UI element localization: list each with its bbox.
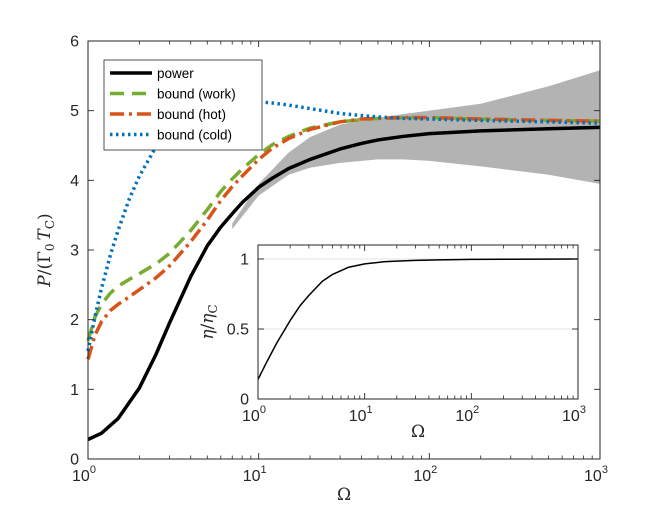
- main-x-tick-exp: 0: [90, 464, 96, 476]
- main-x-tick-label: 102: [413, 464, 437, 485]
- main-y-tick-label: 2: [70, 312, 79, 329]
- main-band-layer: [232, 70, 601, 230]
- inset-x-tick-base: 10: [562, 408, 580, 425]
- inset-axes-box: [257, 244, 579, 400]
- main-x-tick-exp: 2: [431, 464, 437, 476]
- inset-y-tick-label: 0.5: [227, 322, 249, 339]
- main-x-tick-exp: 1: [261, 464, 267, 476]
- main-y-label-close: ): [35, 213, 55, 220]
- series-power: [87, 125, 601, 442]
- inset-x-tick-base: 10: [349, 408, 367, 425]
- main-y-tick-label: 6: [70, 34, 79, 51]
- main-x-tick-base: 10: [243, 468, 261, 485]
- inset-x-tick-label: 101: [349, 404, 373, 425]
- legend-label-power: power: [157, 66, 194, 81]
- main-y-tick-label: 4: [70, 173, 79, 190]
- uncertainty-band: [232, 70, 601, 230]
- legend-items: power bound (work) bound (hot) bound (cold): [110, 66, 236, 143]
- main-y-label-open: /(Γ: [35, 251, 55, 275]
- main-x-tick-base: 10: [72, 468, 90, 485]
- legend-label-bound-hot: bound (hot): [157, 107, 226, 122]
- inset-y-axis-label: η/ηC: [198, 304, 220, 339]
- main-y-axis-label: P/(Γ0 TC): [35, 213, 57, 287]
- main-y-tick-label: 1: [70, 382, 79, 399]
- main-x-tick-label: 101: [243, 464, 267, 485]
- inset-y-label-subC: C: [206, 304, 220, 313]
- main-y-tick-label: 5: [70, 103, 79, 120]
- main-y-tick-label: 3: [70, 243, 79, 260]
- main-y-label-P: P: [35, 275, 55, 288]
- legend: power bound (work) bound (hot) bound (cold): [103, 59, 263, 151]
- main-x-axis-label: Ω: [337, 485, 351, 505]
- inset-x-axis-label: Ω: [411, 422, 425, 442]
- inset-y-label-slash: /: [198, 323, 218, 329]
- series-efficiency: [257, 258, 579, 380]
- main-x-tick-label: 100: [72, 464, 96, 485]
- inset-x-tick-label: 100: [242, 404, 266, 425]
- main-x-tick-base: 10: [413, 468, 431, 485]
- inset-y-tick-label: 0: [240, 392, 249, 409]
- inset-plot-area: [258, 245, 578, 399]
- main-y-label-T: T: [35, 227, 55, 240]
- inset-series-layer: [257, 258, 579, 380]
- main-y-tick-label: 0: [70, 452, 79, 469]
- main-x-tick-base: 10: [584, 468, 602, 485]
- legend-label-bound-cold: bound (cold): [157, 128, 232, 143]
- inset-x-tick-exp: 2: [473, 404, 479, 416]
- main-x-tick-exp: 3: [602, 464, 608, 476]
- inset-x-tick-base: 10: [455, 408, 473, 425]
- main-y-label-sub0: 0: [43, 243, 57, 251]
- inset-x-tick-base: 10: [242, 408, 260, 425]
- legend-label-bound-work: bound (work): [157, 87, 236, 102]
- inset-y-tick-label: 1: [240, 252, 249, 269]
- inset-x-tick-exp: 0: [260, 404, 266, 416]
- inset-x-tick-label: 102: [455, 404, 479, 425]
- inset-x-tick-exp: 1: [367, 404, 373, 416]
- inset-x-tick-label: 103: [562, 404, 586, 425]
- inset-x-tick-exp: 3: [580, 404, 586, 416]
- inset-y-label-eta: η: [198, 329, 218, 340]
- inset-y-label-eta2: η: [198, 313, 218, 324]
- main-x-tick-label: 103: [584, 464, 608, 485]
- main-y-label-subC: C: [43, 220, 57, 229]
